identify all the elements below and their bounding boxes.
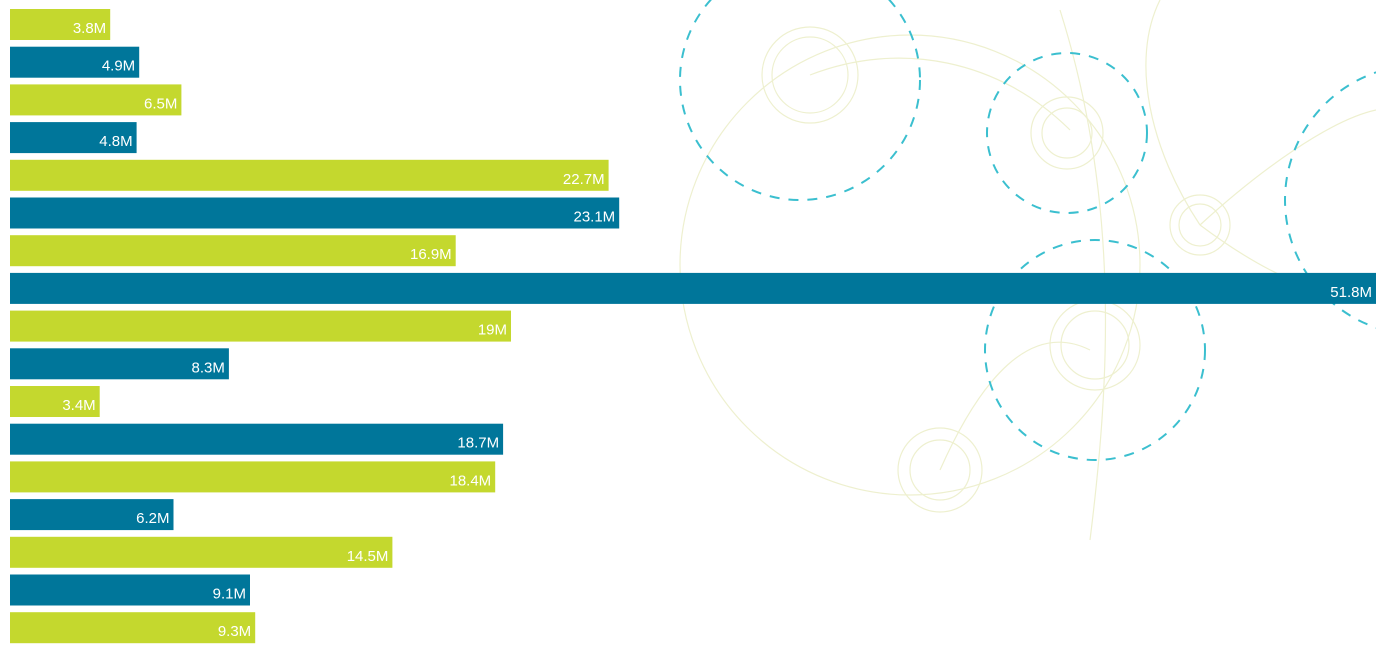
bar-value-label: 19M [478, 322, 507, 339]
bar [10, 461, 496, 493]
deco-dashed-circle [986, 52, 1148, 214]
bar [10, 46, 140, 78]
bar-value-label: 51.8M [1330, 284, 1372, 301]
bar [10, 423, 504, 455]
bar [10, 235, 456, 267]
bar-value-label: 3.4M [62, 397, 95, 414]
bar-value-label: 9.1M [213, 586, 246, 603]
bar-value-label: 18.4M [449, 472, 491, 489]
bar [10, 574, 250, 606]
deco-ring [1041, 107, 1093, 159]
deco-curve [939, 341, 1091, 471]
bar-value-label: 18.7M [457, 435, 499, 452]
bar-value-label: 23.1M [573, 209, 615, 226]
bar-value-label: 8.3M [192, 359, 225, 376]
bar-value-label: 9.3M [218, 623, 251, 640]
deco-ring [1169, 194, 1231, 256]
bar [10, 536, 393, 568]
bar-value-label: 6.2M [136, 510, 169, 527]
deco-ring [771, 36, 849, 114]
bar [10, 122, 137, 154]
deco-ring [897, 427, 983, 513]
bar-value-label: 6.5M [144, 95, 177, 112]
bar [10, 386, 100, 417]
deco-curve [1145, 0, 1201, 226]
deco-dashed-circle [984, 239, 1206, 461]
bar [10, 310, 511, 342]
bar-value-label: 4.9M [102, 58, 135, 75]
deco-ring [1030, 96, 1104, 170]
bar-value-label: 22.7M [563, 171, 605, 188]
bar-value-label: 16.9M [410, 246, 452, 263]
bar-value-label: 14.5M [347, 548, 389, 565]
deco-dashed-circle [1284, 71, 1376, 329]
bar [10, 159, 609, 191]
deco-ring [1178, 203, 1222, 247]
deco-curve [809, 57, 1071, 131]
bar [10, 272, 1376, 304]
bar [10, 84, 182, 116]
bar [10, 197, 620, 229]
deco-dashed-circle [679, 0, 921, 201]
deco-ring [909, 439, 971, 501]
deco-large-circle [679, 34, 1141, 496]
bar-value-label: 4.8M [99, 133, 132, 150]
deco-ring [761, 26, 859, 124]
bar [10, 9, 111, 40]
bar [10, 499, 174, 531]
deco-ring [1060, 310, 1130, 380]
bar-value-label: 3.8M [73, 20, 106, 37]
bar [10, 612, 256, 644]
bar [10, 348, 229, 380]
